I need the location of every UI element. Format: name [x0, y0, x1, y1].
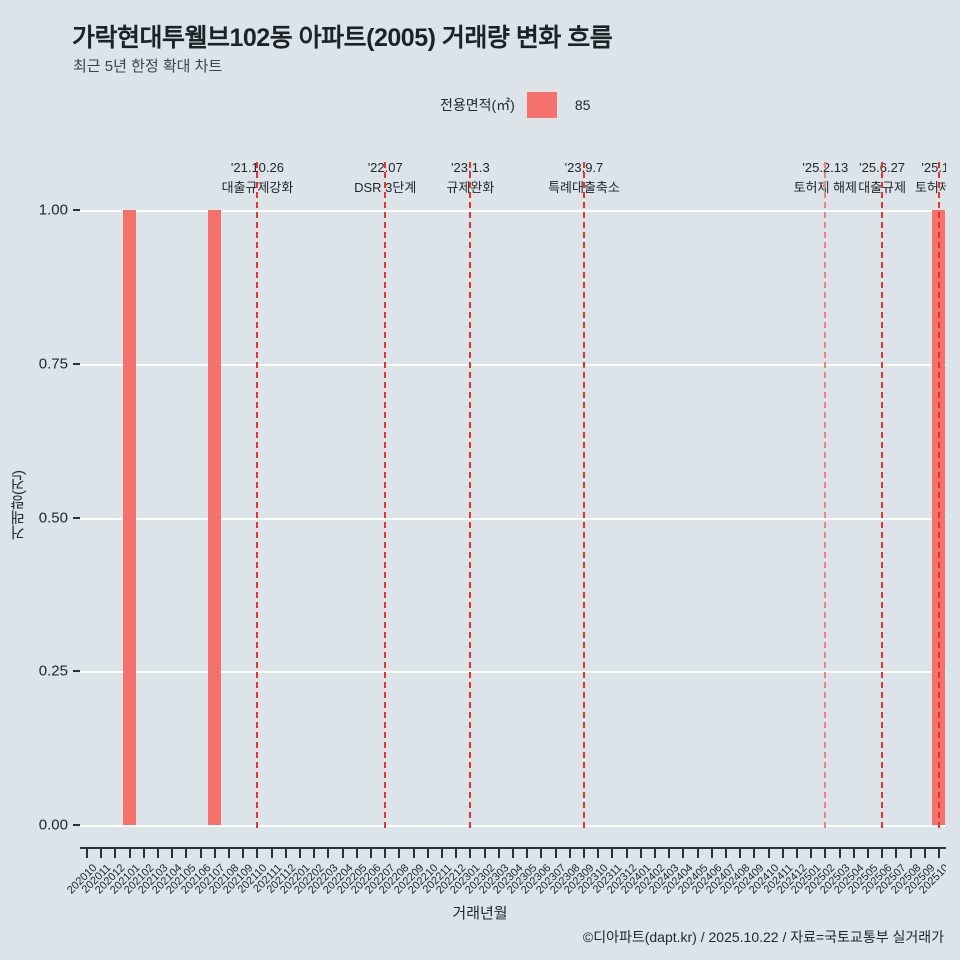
x-axis-tick	[128, 849, 131, 858]
y-axis-tick-label: 0.75	[38, 355, 68, 373]
x-axis-tick	[242, 849, 245, 858]
gridline	[80, 210, 946, 212]
x-axis-tick	[171, 849, 174, 858]
x-axis-tick	[426, 849, 429, 858]
x-axis-tick	[270, 849, 273, 858]
x-axis-tick	[157, 849, 160, 858]
x-axis-tick	[526, 849, 529, 858]
x-axis-tick	[540, 849, 543, 858]
x-axis-tick	[568, 849, 571, 858]
x-axis-tick	[937, 849, 940, 858]
x-axis-tick	[838, 849, 841, 858]
y-axis-tick-label: 0.50	[38, 509, 68, 526]
x-axis-tick	[213, 849, 216, 858]
y-axis-tick	[73, 209, 80, 211]
chart-subtitle: 최근 5년 한정 확대 차트	[73, 58, 223, 75]
annotation-line	[937, 162, 940, 828]
x-axis-tick	[554, 849, 557, 858]
x-axis-tick	[497, 849, 500, 858]
x-axis-tick	[199, 849, 202, 858]
y-axis-tick-label: 0.25	[38, 662, 68, 680]
x-axis-tick	[469, 849, 472, 858]
gridline	[80, 671, 946, 674]
x-axis-tick	[781, 849, 784, 858]
x-axis-tick	[611, 849, 614, 858]
x-axis-tick	[455, 849, 458, 858]
x-axis-tick	[142, 849, 145, 858]
y-axis-tick-label: 1.00	[38, 201, 68, 219]
y-axis-tick-label: 0.00	[38, 816, 68, 834]
x-axis-tick	[895, 849, 898, 858]
x-axis-tick	[284, 849, 287, 858]
x-axis-tick	[398, 849, 401, 858]
x-axis-tick	[256, 849, 259, 858]
x-axis-tick	[512, 849, 514, 858]
x-axis-tick	[185, 849, 188, 858]
x-axis-tick	[86, 849, 89, 858]
x-axis-tick	[483, 849, 486, 858]
annotation-line	[881, 162, 884, 828]
x-axis-tick	[100, 849, 103, 858]
x-axis-tick	[881, 849, 884, 858]
x-axis-tick	[313, 849, 316, 858]
x-axis-tick	[753, 849, 756, 858]
x-axis-tick	[724, 849, 727, 858]
annotation-line	[384, 162, 387, 828]
gridline	[80, 363, 946, 366]
x-axis-tick	[739, 849, 742, 858]
x-axis-tick	[810, 849, 813, 858]
x-axis-tick	[767, 849, 770, 858]
x-axis-tick	[299, 849, 302, 858]
x-axis-tick	[696, 849, 699, 858]
legend-title: 전용면적(㎡)	[440, 97, 515, 113]
x-axis-tick	[795, 849, 798, 858]
x-axis-tick	[668, 849, 671, 858]
annotation-line	[582, 162, 585, 828]
x-axis-tick	[639, 849, 642, 858]
x-axis-tick	[341, 849, 344, 858]
x-axis-tick	[824, 849, 827, 858]
plot-area	[80, 162, 946, 828]
x-axis-tick	[327, 849, 330, 858]
y-axis-tick	[73, 670, 80, 673]
legend-swatch-85	[526, 92, 557, 118]
x-axis-line	[80, 847, 946, 849]
legend-label-85: 85	[574, 97, 591, 113]
y-axis-tick	[73, 516, 80, 519]
right-clip-mask	[946, 0, 960, 960]
footer-credit: ©디아파트(dapt.kr) / 2025.10.22 / 자료=국토교통부 실…	[582, 929, 944, 945]
x-axis-tick	[682, 849, 685, 858]
x-axis-title: 거래년월	[452, 905, 508, 922]
x-axis-tick	[582, 849, 585, 858]
annotation-line	[824, 162, 827, 828]
x-axis-tick	[412, 849, 415, 858]
x-axis-tick	[370, 849, 373, 858]
x-axis-tick	[909, 849, 912, 858]
y-axis-title: 거래량(건)	[10, 470, 27, 540]
x-axis-tick	[384, 849, 387, 858]
bar	[123, 210, 137, 825]
x-axis-tick	[114, 849, 117, 858]
x-axis-tick	[597, 849, 600, 858]
y-axis-tick	[73, 362, 80, 365]
y-axis-tick	[73, 824, 80, 826]
x-axis-tick	[625, 849, 628, 858]
page-title: 가락현대투웰브102동 아파트(2005) 거래량 변화 흐름	[72, 24, 613, 52]
x-axis-tick	[866, 849, 869, 858]
legend: 전용면적(㎡) 85	[440, 92, 590, 118]
gridline	[80, 825, 946, 827]
x-axis-tick	[852, 849, 855, 858]
x-axis-tick	[441, 849, 444, 858]
x-axis-tick	[710, 849, 713, 858]
x-axis-tick	[228, 849, 231, 858]
annotation-line	[469, 162, 472, 828]
x-axis-tick	[355, 849, 358, 858]
annotation-line	[256, 162, 259, 828]
gridline	[80, 517, 946, 520]
x-axis-tick	[653, 849, 656, 858]
x-axis-tick	[923, 849, 926, 858]
bar	[208, 210, 222, 825]
